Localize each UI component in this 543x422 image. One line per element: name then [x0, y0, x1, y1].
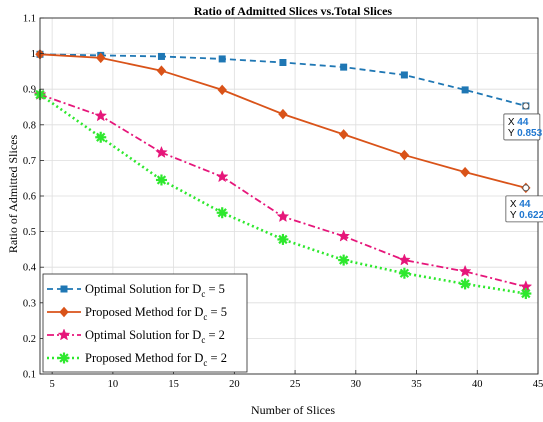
- legend-item-4: Proposed Method for Dc = 2: [47, 351, 227, 368]
- series-3-point: [215, 170, 229, 183]
- y-tick-label: 0.3: [23, 298, 36, 309]
- x-tick-label: 15: [168, 379, 179, 390]
- series-3-point: [337, 229, 351, 242]
- series-1-point: [461, 86, 469, 94]
- legend-marker: [57, 328, 71, 341]
- series-4-point: [520, 288, 532, 300]
- y-tick-label: 1.1: [23, 14, 36, 25]
- series-4-point: [398, 267, 410, 279]
- series-4-point: [459, 278, 471, 290]
- series-4-point: [338, 254, 350, 266]
- datatip-2: X 44Y 0.6228: [505, 184, 543, 223]
- x-tick-label: 5: [50, 379, 55, 390]
- datatip-x-row: X 44: [510, 199, 531, 210]
- y-tick-label: 0.6: [23, 192, 36, 203]
- legend-item-2: Proposed Method for Dc = 5: [47, 305, 227, 322]
- y-tick-label: 0.9: [23, 85, 36, 96]
- legend-item-3: Optimal Solution for Dc = 2: [47, 328, 225, 345]
- series-3-point: [458, 264, 472, 277]
- series-layer: [33, 49, 533, 300]
- series-1: [36, 50, 530, 110]
- series-2-point: [460, 166, 470, 178]
- x-tick-label: 25: [290, 379, 301, 390]
- datatip-box: [503, 113, 541, 141]
- x-tick-label: 10: [108, 379, 119, 390]
- datatip-1: X 44Y 0.853: [503, 102, 543, 141]
- x-tick-label: 40: [472, 379, 483, 390]
- legend-label: Optimal Solution for Dc = 5: [85, 282, 225, 299]
- series-3-point: [398, 253, 411, 266]
- y-axis-label: Ratio of Admitted Slices: [6, 135, 20, 254]
- legend-label: Optimal Solution for Dc = 2: [85, 328, 225, 345]
- series-1-point: [218, 55, 226, 63]
- series-2-point: [399, 149, 410, 161]
- legend-marker: [58, 352, 70, 364]
- y-tick-label: 0.5: [23, 227, 36, 238]
- x-tick-label: 45: [533, 379, 543, 390]
- series-4-line: [39, 93, 527, 295]
- legend-marker: [59, 306, 69, 318]
- chart-title: Ratio of Admitted Slices vs.Total Slices: [194, 4, 393, 18]
- series-4-point: [95, 131, 107, 143]
- series-3-point: [94, 109, 108, 122]
- series-3-point: [155, 145, 168, 158]
- series-2-point: [96, 52, 106, 64]
- x-tick-label: 20: [229, 379, 240, 390]
- series-3-point: [276, 209, 290, 223]
- datatip-anchor: [522, 102, 530, 110]
- x-tick-label: 30: [351, 379, 362, 390]
- y-tick-label: 0.1: [23, 370, 36, 381]
- legend-box: [42, 273, 248, 373]
- series-1-point: [340, 63, 348, 71]
- datatip-y-row: Y 0.6228: [510, 210, 543, 221]
- datatip-box: [505, 195, 543, 223]
- datatip-y-row: Y 0.853: [508, 128, 543, 139]
- datatip-anchor: [522, 184, 530, 192]
- y-tick-label: 1: [31, 49, 36, 60]
- series-2-point: [217, 84, 227, 96]
- series-2-point: [156, 65, 167, 76]
- tick-labels: 5 10 15 20 25 30 35 40 45 0.1 0.2 0.3 0.4 0.5 0.6 0.7 0.…: [23, 14, 543, 391]
- y-tick-label: 0.4: [23, 263, 37, 274]
- y-tick-label: 0.7: [23, 156, 36, 167]
- series-1-point: [157, 52, 165, 60]
- series-2-point: [278, 108, 288, 120]
- y-tick-label: 0.8: [23, 120, 36, 131]
- series-4-point: [155, 174, 167, 186]
- legend-item-1: Optimal Solution for Dc = 5: [47, 282, 225, 299]
- x-axis-label: Number of Slices: [251, 403, 335, 417]
- legend-label: Proposed Method for Dc = 5: [85, 305, 227, 322]
- y-tick-label: 0.2: [23, 334, 36, 345]
- series-4-point: [277, 233, 289, 245]
- x-tick-label: 35: [411, 379, 422, 390]
- series-4-point: [216, 207, 228, 219]
- series-1-point: [279, 59, 287, 66]
- series-2-point: [338, 129, 349, 140]
- series-1-point: [400, 71, 408, 79]
- legend-label: Proposed Method for Dc = 2: [85, 351, 227, 368]
- legend: Optimal Solution for Dc = 5 Proposed Meth…: [42, 273, 248, 373]
- legend-marker: [60, 285, 68, 293]
- datatip-x-row: X 44: [508, 117, 529, 128]
